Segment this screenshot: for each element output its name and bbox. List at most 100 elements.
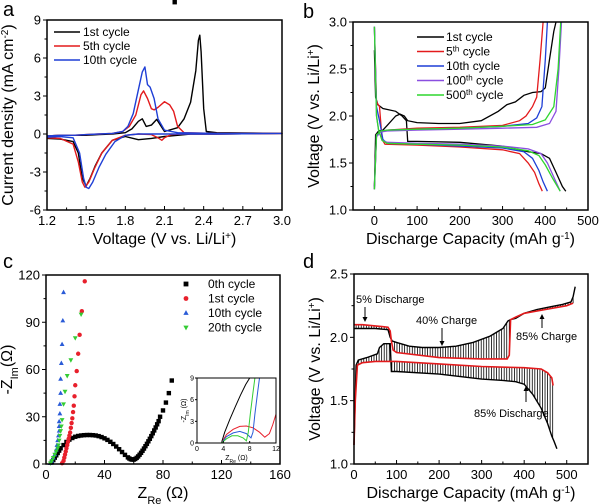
point-0th-cycle (56, 448, 62, 453)
legend-label: 5th cycle (83, 39, 131, 53)
point-1st-cycle (74, 368, 79, 374)
panel-label-d: d (303, 251, 314, 273)
x-tick-label: 1.8 (116, 213, 134, 228)
x-tick-label: 200 (449, 213, 471, 228)
legend-label: 0th cycle (208, 277, 256, 291)
x-tick-label: 2.1 (155, 213, 173, 228)
y-tick-label: 2.0 (329, 109, 347, 124)
point-0th-cycle (87, 432, 93, 438)
x-axis-label: Voltage (V vs. Li/Li+) (93, 231, 237, 249)
x-tick-label: 120 (211, 467, 233, 482)
point-1st-cycle (82, 279, 87, 284)
point-0th-cycle (143, 444, 148, 449)
plot-frame (196, 377, 277, 444)
point-1st-cycle (72, 394, 77, 399)
inset-background (197, 378, 276, 443)
panel-label-c: c (3, 251, 13, 273)
x-tick-label: 500 (577, 213, 599, 228)
x-tick-label: 500 (556, 467, 578, 482)
point-0th-cycle (93, 433, 98, 438)
point-20th-cycle (50, 455, 56, 461)
y-tick-label: 90 (26, 315, 40, 330)
discharge-line-5th-cycle (373, 26, 543, 192)
legend-label: 10th cycle (446, 59, 500, 73)
x-tick-label: 200 (428, 467, 450, 482)
point-10th-cycle (59, 341, 65, 347)
panel-label-b: b (303, 1, 314, 23)
point-20th-cycle (49, 459, 55, 464)
y-tick-label: 120 (18, 268, 40, 283)
y-axis-label: -ZIm (Ω) (181, 398, 191, 422)
panel-a-cv-chart: 1.2 1.5 1.8 2.1 2.4 2.7 3.0 -6 -3 0 3 6 9 Voltage (V … (0, 13, 291, 249)
panel-d-partial-cycling-chart: 0 100 200 300 400 500 1.0 1.5 2.0 2.5 Discharge Ca… (307, 267, 589, 502)
y-tick-label: 2.5 (330, 267, 348, 282)
point-1st-cycle (70, 409, 76, 415)
y-tick-label: 3 (34, 89, 41, 104)
y-tick-label: -6 (29, 203, 41, 218)
point-20th-cycle (52, 452, 58, 458)
point-0th-cycle (160, 408, 166, 413)
y-tick-label: 1.5 (329, 156, 347, 171)
point-20th-cycle (53, 449, 59, 455)
point-0th-cycle (55, 450, 60, 456)
point-0th-cycle (163, 400, 169, 405)
point-20th-cycle (72, 336, 78, 341)
point-0th-cycle (172, 0, 177, 5)
y-tick-label: 1.5 (330, 393, 348, 408)
point-0th-cycle (166, 390, 172, 396)
legend-label: 1st cycle (208, 292, 255, 306)
x-tick-label: 2.7 (234, 213, 252, 228)
legend-marker (183, 281, 189, 287)
point-20th-cycle (58, 429, 64, 434)
point-20th-cycle (58, 424, 64, 429)
arrow-head-icon (439, 341, 445, 346)
charge-line-500th-cycle (373, 21, 562, 190)
point-1st-cycle (77, 332, 82, 338)
x-axis-label: ZRe (Ω) (225, 455, 248, 465)
legend-marker (183, 310, 189, 315)
point-0th-cycle (149, 433, 154, 439)
x-tick-label: 12 (272, 446, 280, 453)
inset-line-20th-cycle (221, 378, 256, 443)
x-axis-label: ZRe (Ω) (138, 485, 189, 504)
point-10th-cycle (58, 376, 64, 381)
x-tick-label: 400 (534, 213, 556, 228)
panel-label-a: a (3, 0, 15, 21)
point-0th-cycle (154, 422, 160, 427)
annotation-label: 5% Discharge (356, 294, 424, 306)
legend-label: 500th cycle (446, 88, 504, 103)
point-10th-cycle (61, 289, 66, 295)
y-tick-label: 9 (190, 376, 194, 383)
y-tick-label: 9 (34, 13, 41, 28)
point-0th-cycle (111, 441, 116, 447)
x-tick-label: 1.5 (77, 213, 95, 228)
point-0th-cycle (102, 436, 107, 441)
legend-marker (183, 325, 189, 331)
point-0th-cycle (73, 434, 78, 439)
panel-b-charge-discharge-chart: 0 100 200 300 400 500 1.0 1.5 2.0 2.5 3.0 Discharge… (306, 15, 599, 249)
point-0th-cycle (146, 439, 151, 444)
y-tick-label: 3.0 (329, 15, 347, 30)
y-tick-label: 1.0 (330, 457, 348, 472)
inset-line-10th-cycle (221, 378, 260, 443)
point-10th-cycle (57, 410, 63, 416)
discharge-line-1st-cycle (373, 50, 567, 192)
point-0th-cycle (153, 425, 158, 430)
x-axis-label: Discharge Capacity (mAh g-1) (366, 231, 575, 249)
x-tick-label: 300 (492, 213, 514, 228)
point-10th-cycle (57, 401, 63, 406)
point-1st-cycle (71, 403, 76, 408)
inset-line-0th-cycle (220, 378, 251, 443)
y-tick-label: 0 (34, 127, 41, 142)
point-0th-cycle (150, 431, 155, 436)
point-0th-cycle (169, 378, 174, 383)
y-tick-label: 3 (190, 419, 194, 426)
x-tick-label: 1.2 (38, 213, 56, 228)
x-tick-label: 0 (350, 467, 357, 482)
point-0th-cycle (156, 418, 161, 424)
point-0th-cycle (75, 433, 81, 439)
point-10th-cycle (58, 390, 64, 395)
y-tick-label: 2.0 (330, 330, 348, 345)
point-0th-cycle (96, 433, 101, 439)
point-1st-cycle (73, 383, 78, 388)
